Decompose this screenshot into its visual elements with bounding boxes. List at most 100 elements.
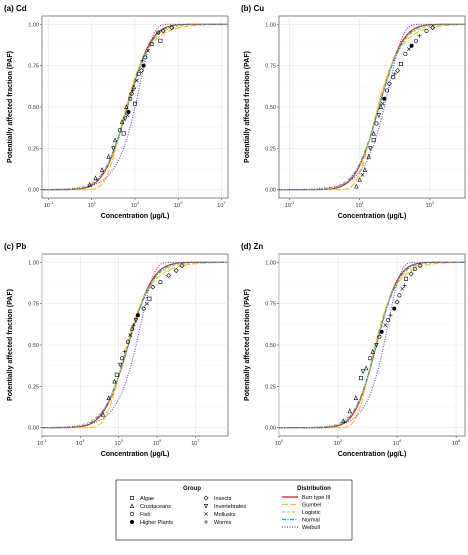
point-crustaceans: [362, 167, 368, 172]
y-axis-title: Potentially affected fraction (PAF): [244, 289, 251, 401]
point-invertebrates: [122, 116, 128, 122]
point-insects: [408, 271, 414, 277]
point-worms: [140, 58, 145, 63]
point-insects: [138, 68, 145, 74]
point-fish: [397, 293, 402, 298]
point-crustaceans: [100, 411, 106, 417]
point-higher-plants: [409, 43, 414, 48]
point-insects: [386, 81, 392, 87]
legend-marker: [203, 503, 209, 509]
point-mollusks: [125, 113, 130, 118]
point-invertebrates: [118, 362, 123, 368]
point-mollusks: [400, 286, 405, 291]
point-crustaceans: [106, 395, 111, 400]
y-tick-label: 0.00: [265, 188, 276, 194]
point-crustaceans: [99, 167, 105, 172]
y-tick-label: 0.50: [265, 343, 276, 349]
x-tick-label: 10-1: [37, 438, 47, 447]
point-fish: [413, 38, 418, 43]
legend-group-label: Crustaceans: [140, 504, 171, 510]
point-higher-plants: [382, 96, 387, 101]
point-invertebrates: [374, 342, 379, 348]
point-fish: [156, 30, 161, 35]
point-fish: [386, 318, 391, 323]
point-crustaceans: [371, 130, 376, 136]
point-crustaceans: [112, 378, 117, 384]
curve-normal: [42, 261, 228, 429]
point-insects: [394, 299, 400, 305]
point-worms: [388, 313, 393, 318]
legend-group-label: Fish: [140, 512, 150, 518]
x-tick-label: 101: [76, 438, 85, 447]
y-tick-label: 0.25: [28, 384, 39, 390]
y-tick-label: 1.00: [265, 22, 276, 28]
x-axis-title: Concentration (µg/L): [101, 451, 170, 458]
y-tick-label: 0.75: [265, 302, 276, 308]
panel-title: (c) Pb: [4, 242, 26, 251]
point-fish: [117, 128, 122, 133]
point-insects: [166, 272, 172, 279]
legend-group-label: Invertebrates: [214, 504, 246, 510]
chart-panel: (b) Cu 0.00 0.25 0.50 0.75 1.00 10-1 101 103 Conc…: [241, 4, 466, 220]
point-fish: [141, 306, 146, 311]
point-insects: [129, 91, 135, 97]
point-mollusks: [360, 172, 365, 177]
legend-marker: [204, 512, 208, 516]
point-worms: [122, 349, 127, 354]
legend-distribution-label: Normal: [302, 518, 320, 524]
legend-group-label: Algae: [140, 496, 154, 502]
x-tick-label: 106: [452, 438, 461, 447]
point-mollusks: [146, 48, 150, 53]
legend-group-label: Insects: [214, 496, 232, 502]
point-worms: [131, 323, 136, 328]
point-fish: [391, 75, 396, 80]
point-insects: [417, 263, 423, 269]
point-fish: [385, 88, 390, 93]
point-algae: [121, 131, 126, 136]
x-axis-title: Concentration (µg/L): [338, 451, 407, 458]
x-tick-label: 107: [217, 200, 226, 209]
x-tick-label: 105: [153, 438, 162, 447]
point-fish: [143, 55, 148, 60]
y-tick-label: 1.00: [28, 22, 39, 28]
panel-title: (a) Cd: [4, 4, 27, 13]
curve-normal: [279, 261, 465, 429]
legend-marker: [130, 511, 135, 516]
point-fish: [374, 121, 379, 126]
y-tick-label: 0.25: [28, 146, 39, 152]
point-fish: [412, 266, 417, 271]
panel-title: (b) Cu: [241, 4, 264, 13]
y-axis-title: Potentially affected fraction (PAF): [244, 51, 251, 163]
legend-distribution-label: Logistic: [302, 510, 321, 516]
y-tick-label: 0.75: [265, 64, 276, 70]
legend-marker: [204, 520, 208, 524]
legend: Group Algae Crustaceans Fish Higher Plants In…: [115, 479, 353, 541]
legend-distribution-label: Weibull: [302, 525, 320, 531]
x-tick-label: 10-1: [285, 200, 295, 209]
y-tick-label: 1.00: [28, 260, 39, 266]
y-tick-label: 0.75: [28, 64, 39, 70]
point-insects: [160, 28, 166, 34]
legend-marker: [130, 495, 135, 500]
point-crustaceans: [119, 119, 125, 124]
point-algae: [371, 138, 376, 143]
point-algae: [399, 61, 404, 66]
point-mollusks: [134, 78, 139, 83]
x-tick-label: 107: [191, 438, 200, 447]
y-axis-title: Potentially affected fraction (PAF): [7, 289, 14, 401]
point-crustaceans: [378, 104, 384, 109]
point-worms: [392, 71, 397, 76]
x-tick-label: 103: [131, 200, 140, 209]
y-tick-label: 0.50: [265, 105, 276, 111]
point-fish: [149, 42, 154, 47]
point-mollusks: [406, 47, 411, 52]
point-algae: [403, 276, 408, 281]
point-insects: [395, 68, 401, 74]
x-tick-label: 101: [88, 200, 97, 209]
point-higher-plants: [141, 63, 146, 68]
point-invertebrates: [368, 146, 373, 152]
y-tick-label: 0.00: [28, 426, 39, 432]
curve-gumbel: [279, 261, 466, 429]
x-tick-label: 100: [275, 438, 284, 447]
y-tick-label: 0.00: [265, 426, 276, 432]
